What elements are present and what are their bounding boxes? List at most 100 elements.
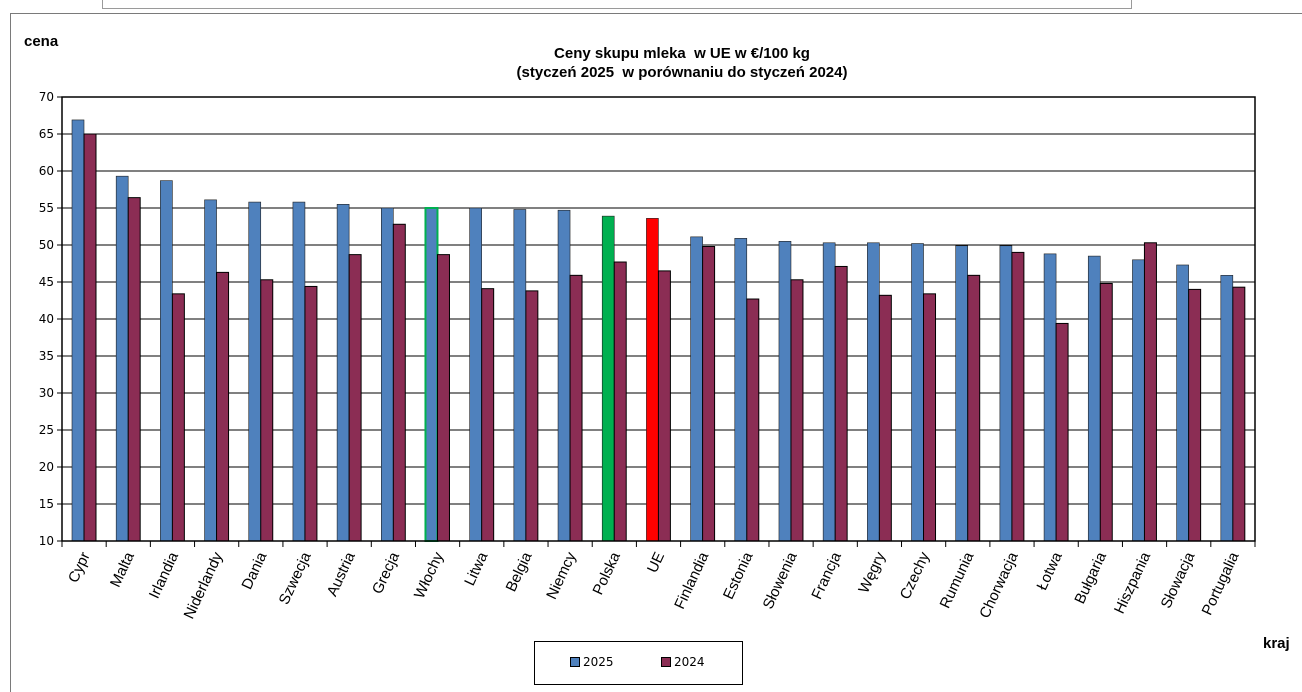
bar-2024 [702,245,716,542]
bar-2025 [867,242,880,542]
bar-2025 [734,238,748,542]
plot-border [61,96,1256,542]
top-strip [102,0,1132,9]
bar-2025 [248,201,262,542]
bar-2024 [83,133,97,542]
x-tick-label: Chorwacja [976,549,1022,621]
bar-2024 [171,293,185,542]
bar-2025 [336,204,350,542]
x-tick-label: Irlandia [146,549,182,601]
y-tick-label: 35 [39,349,54,363]
bar-2024 [481,288,495,542]
x-tick-label: Szwecja [276,549,315,607]
bar-2025 [424,207,439,542]
bar-2024 [569,274,583,542]
x-tick-label: Słowenia [760,549,801,612]
x-tick-label: Belgia [503,549,536,595]
y-tick-label: 70 [39,90,54,104]
x-tick-label: Niemcy [543,549,580,602]
bar-2025 [955,245,969,542]
bar-2025 [1220,275,1234,542]
x-tick-label: Cypr [65,550,94,586]
legend-label-2024: 2024 [674,655,705,669]
bar-2024 [216,271,230,542]
x-tick-label: Hiszpania [1111,549,1155,616]
bar-2025 [115,175,129,542]
x-tick-label: Czechy [897,549,934,602]
y-tick-label: 50 [39,238,54,252]
legend-item-2025: 2025 [570,655,614,669]
x-tick-label: Słowacja [1158,549,1199,611]
bar-2025 [557,209,571,542]
x-tick-label: Polska [590,549,625,598]
x-tick-label: Litwa [461,549,491,589]
bar-2025 [513,209,527,542]
bar-2025 [1087,255,1101,542]
bar-2025 [822,242,836,542]
y-tick-label: 55 [39,201,54,215]
x-tick-label: Bułgaria [1071,549,1110,607]
x-tick-label: Finlandia [671,549,712,612]
bar-2024 [878,294,892,542]
bar-2025 [160,180,173,542]
bar-2025 [999,245,1013,542]
legend-swatch-2024 [661,657,671,667]
x-tick-label: Niderlandy [181,549,227,622]
x-tick-label: Portugalia [1199,549,1243,618]
bar-2024 [967,274,981,542]
x-tick-label: Łotwa [1033,549,1066,593]
x-tick-label: UE [644,550,668,576]
bar-2025 [778,241,792,542]
bar-2024 [260,279,274,542]
y-tick-label: 65 [39,127,54,141]
bar-2024 [304,285,318,542]
chart-title-line-2: (styczeń 2025 w porównaniu do styczeń 20… [516,64,848,81]
y-tick-label: 40 [39,312,54,326]
bar-2025 [1043,253,1057,542]
y-tick-label: 60 [39,164,54,178]
bar-2024 [1011,251,1025,542]
bar-2025 [292,201,306,542]
x-tick-label: Estonia [720,549,757,602]
bar-2025 [911,243,924,542]
x-tick-label: Malta [107,549,138,590]
y-tick-label: 20 [39,460,54,474]
bar-2025 [71,119,85,542]
bar-2025 [380,207,394,542]
bar-2024 [790,279,804,542]
bar-2024 [1099,282,1113,542]
y-axis-label: cena [24,33,59,50]
y-tick-label: 25 [39,423,54,437]
bar-2025 [1132,259,1145,542]
chart-title: Ceny skupu mleka w UE w €/100 kg (stycze… [332,44,1032,82]
y-tick-label: 15 [39,497,54,511]
bar-2025 [601,215,615,542]
bar-2025 [469,207,482,542]
bar-2025 [646,218,659,542]
x-axis-label: kraj [1263,635,1290,652]
bar-2024 [746,298,760,542]
legend-item-2024: 2024 [661,655,705,669]
legend: 2025 2024 [534,641,743,685]
bar-2024 [1232,286,1246,542]
y-tick-label: 30 [39,386,54,400]
x-tick-label: Rumunia [937,549,978,611]
bar-2024 [127,197,141,542]
bar-2024 [436,254,450,542]
x-tick-label: Grecja [369,549,403,597]
legend-swatch-2025 [570,657,580,667]
bar-2024 [392,223,406,542]
x-tick-label: Francja [808,549,845,602]
bar-2024 [348,254,362,542]
chart-title-line-1: Ceny skupu mleka w UE w €/100 kg [554,45,810,62]
bar-2024 [834,265,848,542]
bar-2025 [1176,264,1189,542]
bar-2024 [1188,288,1202,542]
x-tick-label: Austria [324,549,359,599]
bar-2024 [613,261,627,542]
bar-2025 [690,236,703,542]
legend-label-2025: 2025 [583,655,614,669]
bar-2025 [204,199,217,542]
bar-2024 [923,293,937,542]
